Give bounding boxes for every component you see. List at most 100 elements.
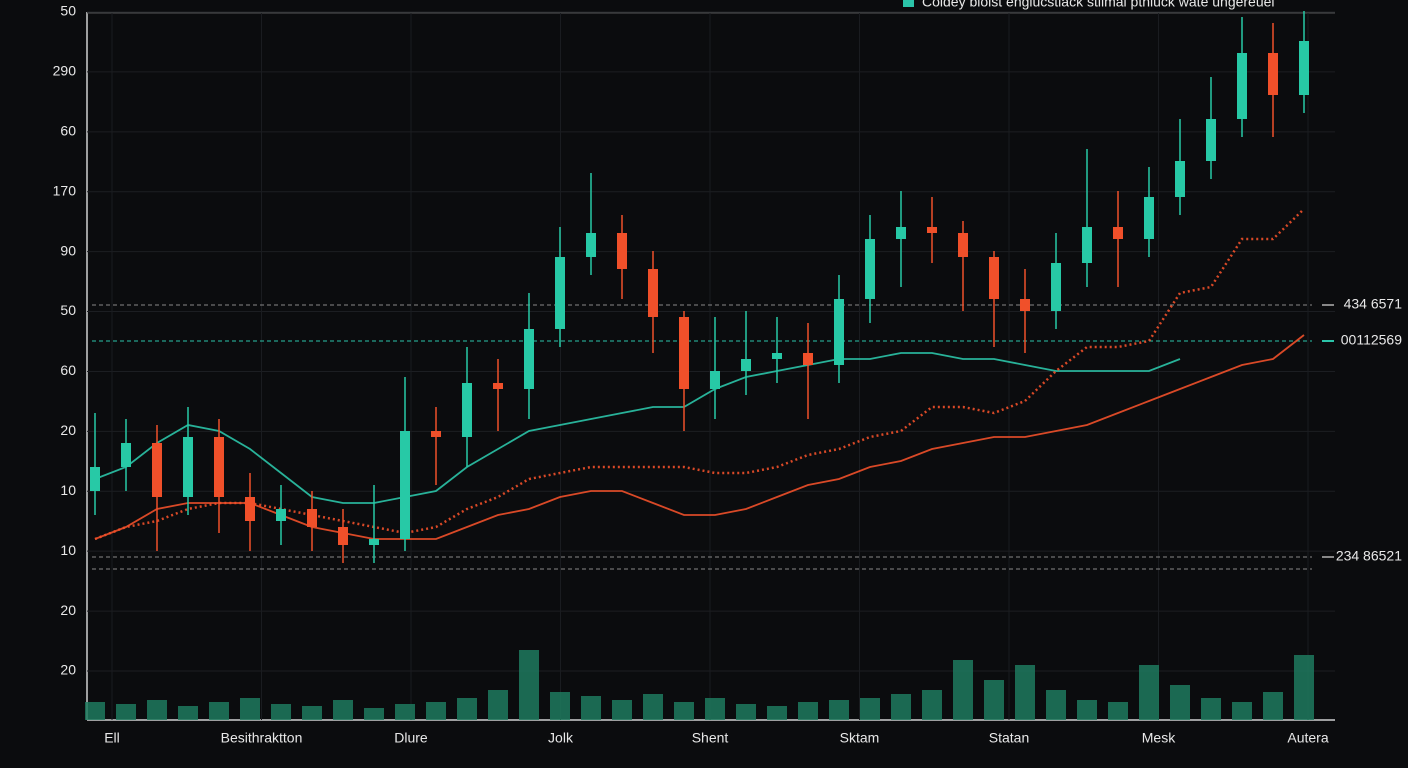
volume-bar [519,650,539,720]
x-tick-label: Shent [692,730,729,746]
y-tick-label: 20 [60,662,76,678]
volume-bar [767,706,787,720]
level-label: 00112569 [1341,332,1402,348]
volume-bar [426,702,446,720]
candle-body [1144,197,1154,239]
y-tick-label: 20 [60,422,76,438]
volume-bar [891,694,911,720]
y-tick-label: 10 [60,482,76,498]
volume-bar [209,702,229,720]
y-tick-label: 10 [60,542,76,558]
volume-bar [829,700,849,720]
candle-body [1299,41,1309,95]
volume-bar [85,702,105,720]
candle-body [896,227,906,239]
candle-body [245,497,255,521]
y-tick-label: 50 [60,302,76,318]
volume-bar [1077,700,1097,720]
y-tick-label: 90 [60,242,76,258]
x-tick-label: Autera [1287,730,1328,746]
volume-bar [705,698,725,720]
candle-body [214,437,224,497]
x-tick-label: Ell [104,730,120,746]
x-tick-label: Statan [989,730,1029,746]
volume-bar [1108,702,1128,720]
candle-body [1206,119,1216,161]
candle-body [834,299,844,365]
volume-bar [457,698,477,720]
y-tick-label: 50 [60,3,76,19]
candle-body [369,539,379,545]
volume-bar [302,706,322,720]
level-label: 234 86521 [1336,548,1402,564]
x-tick-label: Mesk [1142,730,1176,746]
candle-body [865,239,875,299]
candle-body [90,467,100,491]
volume-bar [953,660,973,720]
volume-bar [488,690,508,720]
volume-bar [1294,655,1314,720]
candle-body [400,431,410,539]
candle-body [1051,263,1061,311]
y-tick-label: 170 [53,182,77,198]
level-label: 434 6571 [1344,296,1403,312]
y-tick-label: 60 [60,362,76,378]
candle-body [741,359,751,371]
candle-body [772,353,782,359]
volume-bar [1263,692,1283,720]
candle-body [648,269,658,317]
volume-bar [798,702,818,720]
candle-body [493,383,503,389]
candle-body [431,431,441,437]
candle-body [1237,53,1247,119]
candle-body [276,509,286,521]
candle-body [710,371,720,389]
volume-bar [860,698,880,720]
volume-bar [116,704,136,720]
candle-body [121,443,131,467]
x-tick-label: Sktam [840,730,880,746]
volume-bar [333,700,353,720]
volume-bar [1232,702,1252,720]
moving-average [94,208,1305,541]
moving-average [94,352,1181,504]
volume-bar [1015,665,1035,720]
x-tick-label: Besithraktton [221,730,303,746]
candle-body [1113,227,1123,239]
candle-body [927,227,937,233]
y-tick-label: 20 [60,602,76,618]
moving-average [94,334,1305,540]
y-tick-label: 290 [53,63,77,79]
volume-bar [612,700,632,720]
volume-bar [550,692,570,720]
volume-bar [1139,665,1159,720]
candle-body [524,329,534,389]
candle-body [1175,161,1185,197]
candle-body [803,353,813,365]
volume-bar [674,702,694,720]
volume-bar [147,700,167,720]
candle-body [1082,227,1092,263]
legend-text: Coldey bioist engiucstiack stilmal pthlu… [922,0,1275,10]
volume-bar [922,690,942,720]
candle-body [586,233,596,257]
candle-body [338,527,348,545]
volume-bar [736,704,756,720]
volume-bar [364,708,384,720]
volume-bar [395,704,415,720]
candle-body [183,437,193,497]
candle-body [617,233,627,269]
volume-bar [271,704,291,720]
candle-body [679,317,689,389]
volume-bar [643,694,663,720]
volume-bar [581,696,601,720]
y-tick-label: 60 [60,123,76,139]
x-tick-label: Jolk [548,730,574,746]
volume-bar [1170,685,1190,720]
candle-body [152,443,162,497]
volume-bar [1046,690,1066,720]
candle-body [958,233,968,257]
candle-body [555,257,565,329]
